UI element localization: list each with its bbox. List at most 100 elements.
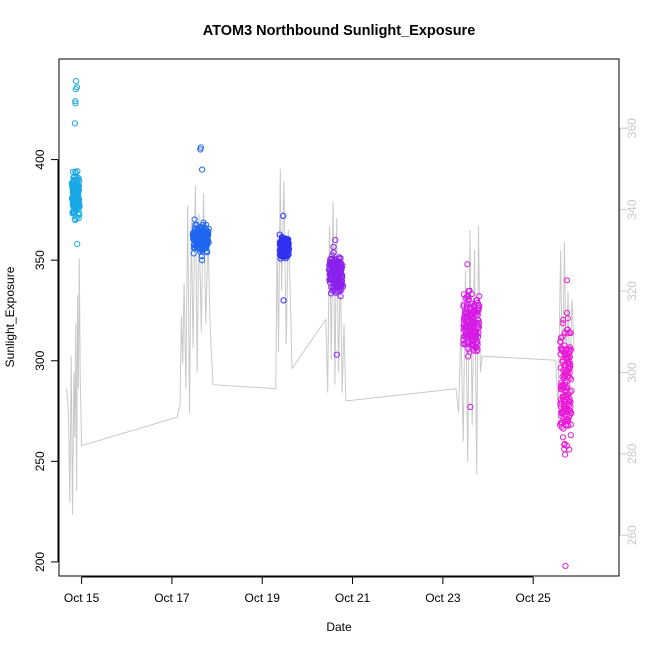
data-point: [75, 175, 82, 182]
data-point: [476, 293, 483, 300]
y2-tick-label: 340: [625, 199, 639, 219]
y2-tick-label: 300: [625, 362, 639, 382]
data-point: [71, 120, 79, 127]
data-point: [280, 212, 287, 219]
data-point: [564, 315, 571, 322]
data-point: [338, 272, 346, 279]
data-point: [198, 253, 205, 260]
data-point: [565, 354, 572, 361]
data-point: [190, 250, 197, 257]
data-point: [466, 348, 473, 355]
data-point: [567, 376, 575, 383]
y-tick-label: 250: [33, 451, 47, 471]
y-tick-label: 200: [33, 552, 47, 572]
data-point: [559, 320, 566, 327]
x-tick-label: Oct 15: [64, 591, 100, 605]
data-point: [468, 291, 475, 298]
outlier-point: [73, 78, 80, 85]
data-point: [464, 261, 471, 268]
data-point: [339, 283, 346, 290]
data-point: [473, 339, 481, 346]
y-tick-label: 400: [33, 149, 47, 169]
data-point: [566, 395, 573, 402]
data-point: [285, 241, 292, 248]
data-point: [563, 385, 570, 392]
data-point: [76, 211, 83, 218]
data-point: [568, 387, 575, 394]
data-point: [559, 434, 567, 441]
data-point: [337, 255, 344, 262]
data-point: [333, 351, 340, 358]
data-point: [557, 338, 564, 346]
data-point: [476, 319, 483, 327]
data-point: [75, 187, 83, 194]
data-point: [567, 346, 574, 353]
outlier-point: [72, 98, 79, 105]
data-point: [566, 374, 574, 381]
x-tick-label: Oct 17: [154, 591, 190, 605]
data-point: [566, 446, 573, 453]
data-point: [465, 297, 472, 304]
y2-tick-label: 280: [625, 444, 639, 464]
data-point: [76, 203, 83, 211]
outlier-point: [197, 144, 204, 151]
data-point: [339, 262, 346, 269]
data-point: [199, 257, 206, 264]
x-tick-label: Oct 21: [335, 591, 371, 605]
axes-layer: Oct 15 Oct 17 Oct 19 Oct 21 Oct 23 Oct 25 200 2…: [33, 118, 639, 605]
data-point: [567, 360, 574, 368]
data-point: [562, 451, 569, 458]
data-point: [475, 304, 483, 311]
secondary-trace-layer: [66, 168, 575, 515]
data-point: [337, 293, 344, 300]
data-point: [473, 348, 480, 355]
data-point: [205, 239, 212, 246]
x-axis-label: Date: [326, 620, 352, 634]
data-point: [567, 329, 574, 337]
data-point: [76, 178, 83, 185]
data-point: [566, 353, 574, 360]
outlier-point: [72, 100, 79, 107]
data-point: [568, 409, 575, 417]
data-point: [475, 329, 482, 337]
data-point: [567, 421, 574, 428]
data-point: [75, 214, 82, 222]
data-point: [204, 249, 211, 256]
data-point: [74, 168, 81, 175]
y2-tick-label: 360: [625, 118, 639, 138]
y-axis-label: Sunlight_Exposure: [3, 266, 17, 367]
data-points-layer: [68, 78, 575, 570]
data-point: [205, 232, 212, 239]
y2-tick-label: 260: [625, 525, 639, 545]
data-point: [564, 326, 571, 333]
data-point: [563, 346, 570, 353]
data-point: [562, 562, 569, 570]
data-point: [475, 333, 482, 340]
x-tick-label: Oct 25: [516, 591, 552, 605]
data-point: [567, 398, 574, 405]
data-point: [467, 403, 474, 411]
x-tick-label: Oct 23: [425, 591, 461, 605]
chart-title: ATOM3 Northbound Sunlight_Exposure: [203, 23, 476, 39]
y-tick-label: 300: [33, 350, 47, 370]
secondary-trace-line: [66, 168, 575, 515]
outlier-point: [73, 84, 81, 91]
data-point: [567, 363, 574, 370]
data-point: [332, 237, 339, 244]
data-point: [72, 169, 80, 177]
data-point: [561, 342, 568, 349]
data-point: [476, 302, 483, 309]
data-point: [199, 166, 206, 173]
data-point: [76, 201, 83, 208]
data-point: [205, 228, 212, 235]
data-point: [285, 245, 292, 252]
y2-tick-label: 320: [625, 281, 639, 301]
data-point: [205, 225, 212, 232]
data-point: [567, 432, 574, 439]
y-tick-label: 350: [33, 250, 47, 270]
data-point: [338, 264, 345, 272]
data-point: [75, 195, 83, 202]
